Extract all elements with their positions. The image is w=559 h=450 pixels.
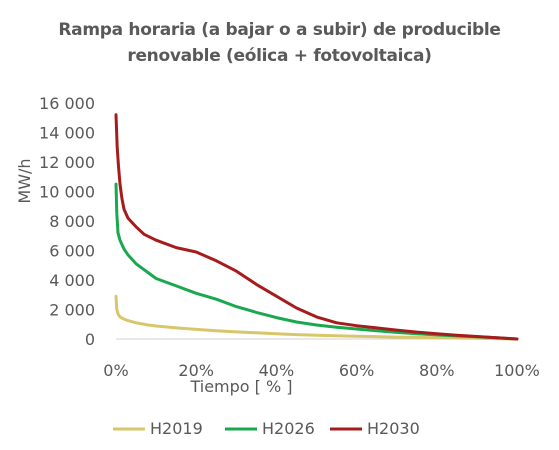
y-tick-label: 2 000 — [49, 301, 95, 320]
series-line-h2019 — [114, 294, 519, 341]
y-tick-label: 0 — [85, 330, 95, 349]
x-axis-ticks: 0% 20% 40% 60% 80% 100% — [103, 361, 540, 380]
series-line-h2030 — [114, 113, 519, 341]
series-lines — [114, 113, 519, 341]
chart-title-line-2: renovable (eólica + fotovoltaica) — [127, 46, 432, 66]
y-tick-label: 12 000 — [39, 153, 95, 172]
legend-label-h2019: H2019 — [150, 419, 203, 438]
x-tick-label: 60% — [339, 361, 375, 380]
legend-label-h2030: H2030 — [367, 419, 420, 438]
x-tick-label: 0% — [103, 361, 128, 380]
y-axis-ticks: 0 2 000 4 000 6 000 8 000 10 000 12 000 14 000 1… — [39, 94, 95, 349]
x-tick-label: 40% — [259, 361, 295, 380]
legend: H2019 H2026 H2030 — [113, 419, 420, 438]
y-tick-label: 10 000 — [39, 183, 95, 202]
y-tick-label: 14 000 — [39, 124, 95, 143]
y-tick-label: 4 000 — [49, 271, 95, 290]
y-tick-label: 8 000 — [49, 212, 95, 231]
y-tick-label: 6 000 — [49, 242, 95, 261]
legend-label-h2026: H2026 — [262, 419, 315, 438]
x-tick-label: 80% — [419, 361, 455, 380]
y-axis-title: MW/h — [15, 158, 34, 203]
x-tick-label: 20% — [178, 361, 214, 380]
y-tick-label: 16 000 — [39, 94, 95, 113]
chart-title: Rampa horaria (a bajar o a subir) de pro… — [0, 17, 559, 69]
x-tick-label: 100% — [494, 361, 540, 380]
chart-title-line-1: Rampa horaria (a bajar o a subir) de pro… — [58, 20, 501, 40]
x-axis-title: Tiempo [ % ] — [189, 377, 292, 396]
